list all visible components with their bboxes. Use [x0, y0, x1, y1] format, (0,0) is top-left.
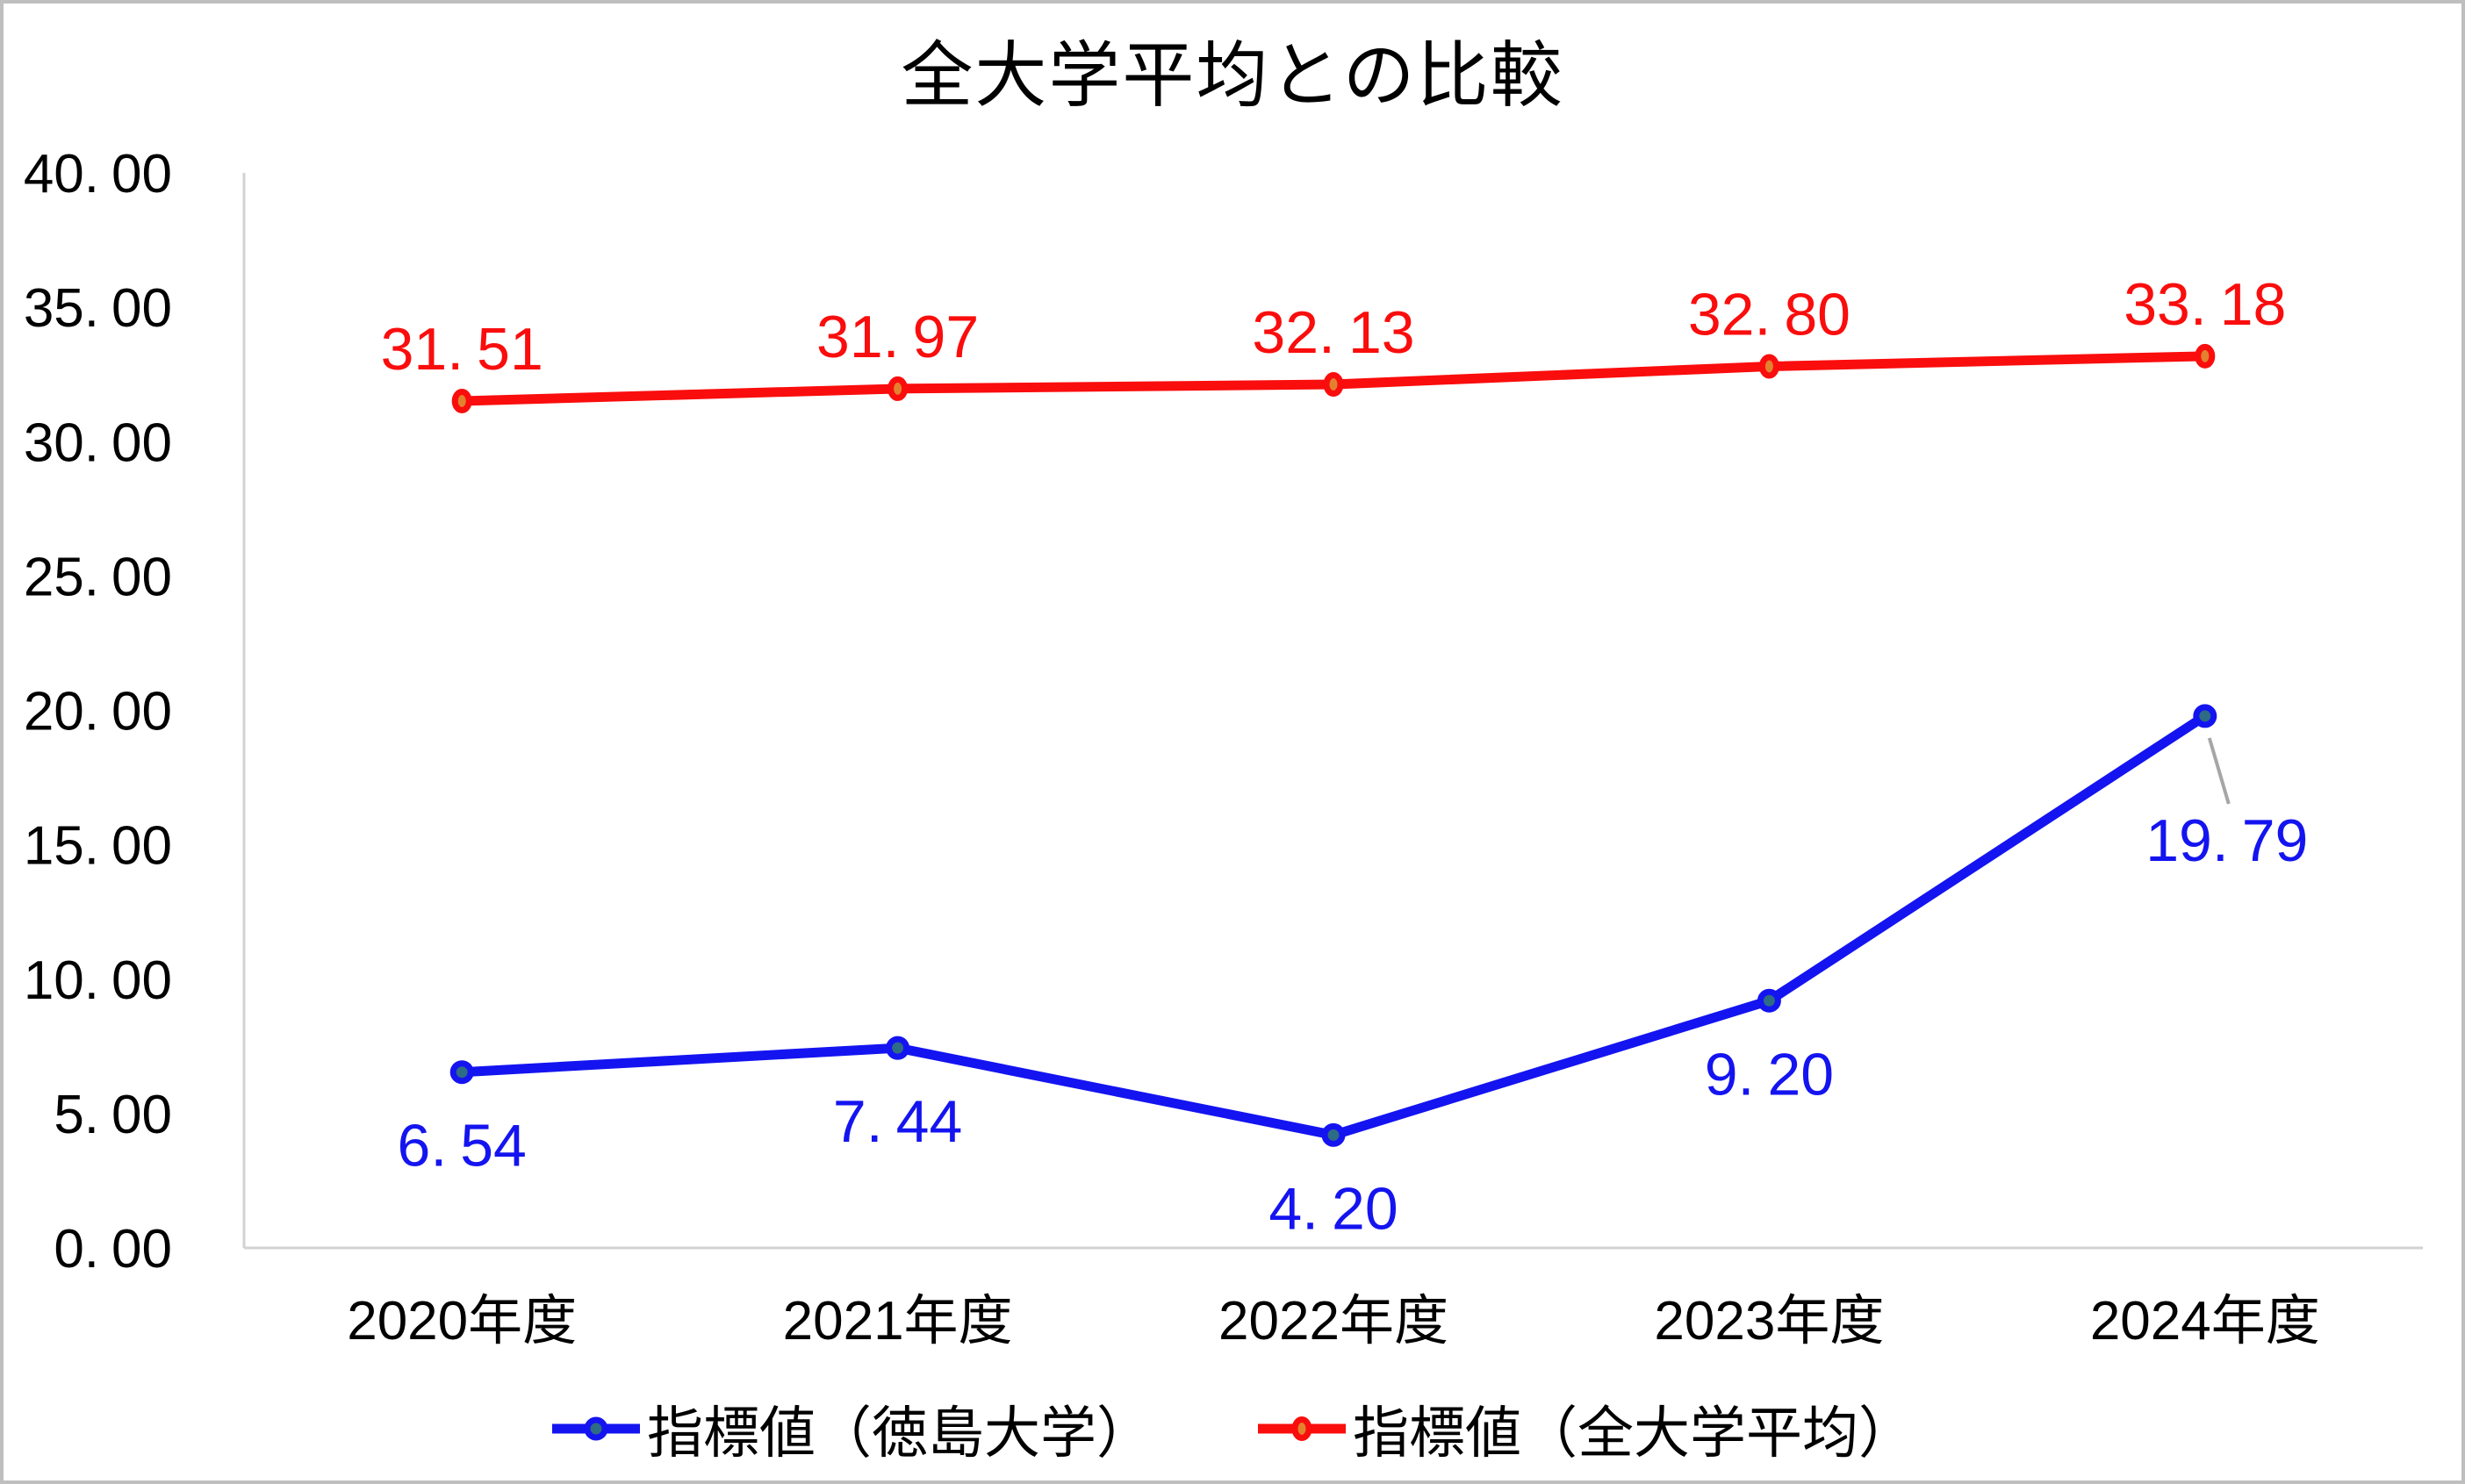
data-point-label: 4. 20	[1268, 1175, 1398, 1242]
data-point-marker	[2195, 343, 2216, 369]
y-tick-label: 25. 00	[24, 547, 172, 607]
x-tick-label: 2020年度	[347, 1291, 577, 1351]
data-point-marker	[1323, 372, 1344, 398]
data-point-label: 31. 51	[381, 316, 543, 383]
y-tick-label: 30. 00	[24, 412, 172, 473]
series-line	[456, 711, 2210, 1140]
y-tick-label: 20. 00	[24, 682, 172, 742]
legend-marker-icon	[552, 1416, 640, 1441]
data-point-marker	[1758, 354, 1779, 379]
y-tick-label: 0. 00	[54, 1219, 172, 1280]
y-tick-label: 35. 00	[24, 278, 172, 339]
data-point-marker	[1321, 1122, 1346, 1147]
label-leader-line	[2207, 737, 2231, 805]
data-point-marker	[449, 1060, 474, 1085]
data-point-marker	[886, 1036, 910, 1060]
x-tick-label: 2023年度	[1654, 1291, 1884, 1351]
y-tick-label: 10. 00	[24, 950, 172, 1011]
y-tick-label: 5. 00	[54, 1085, 172, 1145]
data-point-label: 6. 54	[398, 1113, 527, 1179]
legend-item-label: 指標値（全大学平均）	[1353, 1402, 1915, 1465]
data-point-label: 31. 97	[816, 304, 979, 370]
data-point-label: 33. 18	[2124, 271, 2286, 338]
x-tick-label: 2022年度	[1218, 1291, 1448, 1351]
x-tick-label: 2021年度	[783, 1291, 1013, 1351]
data-point-label: 19. 79	[2145, 807, 2308, 874]
data-point-marker	[888, 376, 909, 401]
data-point-label: 32. 13	[1252, 299, 1414, 366]
data-point-marker	[451, 389, 472, 414]
legend-item: 指標値（全大学平均）	[1256, 1388, 1915, 1469]
data-point-marker	[1757, 988, 1781, 1013]
plot-area: 0. 00 5. 00 10. 00 15. 00 20. 00 25. 00 30. 00 35. 00 40…	[24, 144, 2423, 1351]
data-point-marker	[2193, 704, 2217, 728]
legend: 指標値（徳島大学） 指標値（全大学平均）	[4, 1388, 2461, 1469]
x-tick-label: 2024年度	[2090, 1291, 2320, 1351]
legend-marker-icon	[1258, 1416, 1346, 1441]
data-point-label: 7. 44	[833, 1088, 962, 1155]
y-tick-label: 15. 00	[24, 816, 172, 877]
y-tick-label: 40. 00	[24, 144, 172, 204]
legend-item: 指標値（徳島大学）	[550, 1388, 1153, 1469]
data-point-label: 9. 20	[1705, 1041, 1834, 1108]
legend-item-label: 指標値（徳島大学）	[647, 1402, 1153, 1465]
chart-title: 全大学平均との比較	[901, 36, 1564, 116]
data-point-label: 32. 80	[1688, 282, 1851, 348]
